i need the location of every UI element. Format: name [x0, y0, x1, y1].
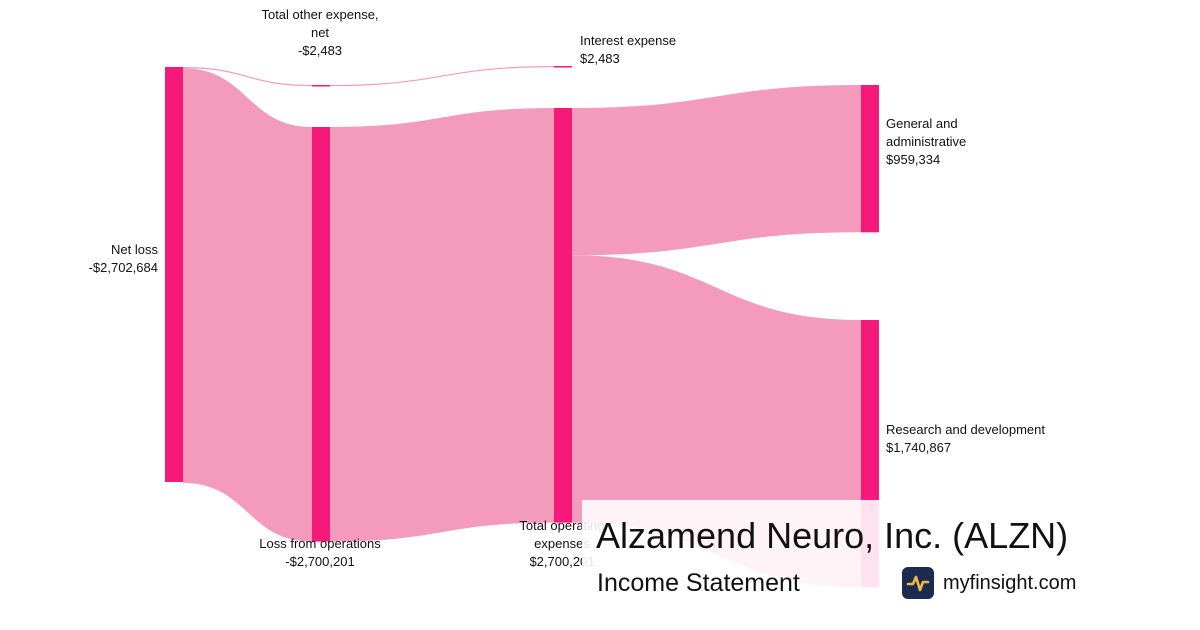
sankey-nodes [165, 66, 879, 588]
company-title: Alzamend Neuro, Inc. (ALZN) [596, 515, 1069, 556]
label-general-administrative: General and administrative $959,334 [886, 116, 967, 167]
site-link[interactable]: myfinsight.com [943, 572, 1077, 594]
label-net-loss: Net loss -$2,702,684 [88, 242, 158, 275]
node-interest [554, 66, 572, 68]
pulse-icon [902, 567, 934, 599]
link-other_exp-to-interest [330, 66, 554, 87]
node-ga [861, 85, 879, 233]
link-loss_ops-to-tot_opex [330, 108, 554, 542]
node-net-loss [165, 67, 183, 482]
link-net_loss-to-loss_ops [183, 68, 312, 542]
node-loss-ops [312, 127, 330, 542]
link-net_loss-to-other_exp [183, 67, 312, 87]
label-total-other-expense: Total other expense, net -$2,483 [261, 7, 379, 58]
node-tot-opex [554, 108, 572, 523]
label-interest-expense: Interest expense $2,483 [580, 33, 677, 66]
label-research-development: Research and development $1,740,867 [886, 422, 1045, 455]
sankey-links [183, 66, 861, 588]
branding-panel [582, 500, 1200, 630]
statement-subtitle: Income Statement [597, 569, 800, 597]
label-loss-from-operations: Loss from operations -$2,700,201 [259, 536, 381, 569]
node-other-exp [312, 85, 330, 87]
link-tot_opex-to-ga [572, 85, 861, 256]
